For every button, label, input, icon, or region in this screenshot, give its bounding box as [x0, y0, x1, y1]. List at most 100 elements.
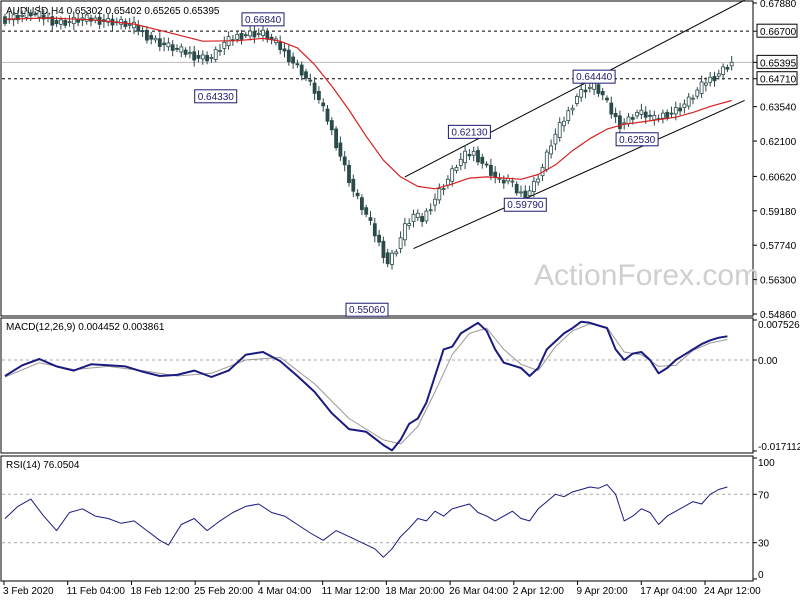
candle-body [575, 96, 579, 104]
candle-body [471, 150, 476, 156]
annotation-box [503, 197, 547, 212]
annotation-label: 0.59790 [507, 200, 544, 211]
candle-body [716, 73, 721, 77]
price-y-tick-label: 0.54860 [760, 310, 797, 321]
macd-header: MACD(12,26,9) 0.004452 0.003861 [6, 322, 165, 333]
candle-body [295, 63, 300, 66]
candle-body [536, 178, 541, 183]
candle-body [424, 210, 429, 222]
candle-body [476, 150, 480, 163]
candle-body [570, 107, 575, 111]
annotation-box [241, 12, 285, 27]
x-tick-label: 11 Mar 12:00 [322, 586, 381, 597]
candle-body [153, 37, 158, 41]
candle-body [441, 188, 446, 190]
candle-body [699, 81, 704, 94]
candle-body [725, 66, 730, 70]
candle-body [433, 198, 437, 206]
candle-body [209, 57, 214, 59]
candle-body [708, 76, 713, 83]
candle-body [334, 128, 339, 149]
moving-average-line [4, 17, 732, 190]
candle-body [222, 41, 227, 49]
candle-body [669, 112, 674, 115]
candle-body [377, 234, 382, 243]
annotation-box [615, 132, 659, 147]
candle-body [308, 79, 313, 82]
candle-body [592, 82, 596, 90]
candle-body [544, 151, 549, 170]
candle-body [605, 97, 609, 101]
candle-body [235, 33, 240, 40]
x-tick-label: 18 Mar 20:00 [385, 586, 444, 597]
candle-body [493, 171, 498, 178]
candle-body [587, 86, 592, 89]
candle-body [84, 14, 89, 22]
candle-body [157, 38, 162, 47]
candle-body [218, 50, 222, 52]
candle-body [282, 48, 287, 52]
x-tick-label: 11 Feb 04:00 [67, 586, 126, 597]
candle-body [596, 84, 601, 94]
price-level-tag [756, 71, 798, 86]
candle-body [566, 110, 571, 121]
candle-body [71, 16, 76, 25]
candle-body [480, 156, 485, 164]
candle-body [67, 21, 72, 24]
candle-body [364, 207, 369, 215]
candle-body [450, 168, 455, 182]
candle-body [613, 113, 618, 118]
candle-body [398, 237, 403, 249]
candle-body [15, 14, 20, 21]
candle-body [63, 20, 68, 26]
candle-body [510, 180, 515, 183]
candle-body [682, 103, 687, 109]
price-annotation-5: 0.64440 [572, 69, 616, 84]
candle-body [338, 142, 343, 157]
annotation-label: 0.64330 [198, 92, 235, 103]
candle-body [562, 120, 566, 127]
candle-body [553, 133, 558, 145]
candle-body [50, 16, 55, 26]
candle-body [248, 30, 253, 37]
price-y-tick-label: 0.67880 [760, 0, 797, 10]
candle-body [402, 223, 407, 241]
rsi-y-tick-label: 0 [758, 570, 764, 581]
price-annotation-4: 0.59790 [503, 197, 547, 212]
candle-body [635, 111, 639, 117]
candle-body [299, 64, 304, 76]
candle-body [514, 183, 519, 194]
watermark: ActionForex.com [534, 259, 759, 292]
candle-body [488, 164, 493, 176]
candle-body [24, 10, 29, 18]
candle-body [54, 20, 59, 25]
x-tick-label: 24 Apr 12:00 [704, 586, 761, 597]
candle-body [149, 35, 154, 40]
channel-lower-line [413, 99, 745, 250]
candle-body [316, 91, 321, 101]
channel-upper-line [404, 0, 745, 178]
candle-body [342, 156, 347, 166]
candle-body [170, 44, 175, 51]
candle-body [691, 97, 695, 100]
axis-layer: 0.67880 0.66700 0.65395 0.64710 0.63540 0.621… [3, 0, 800, 597]
annotation-box [345, 302, 389, 317]
candle-body [643, 111, 648, 118]
candle-body [11, 14, 16, 21]
candle-body [467, 153, 472, 157]
candle-body [166, 42, 171, 48]
candle-body [381, 240, 386, 258]
price-y-tick-label: 0.57740 [760, 241, 797, 252]
price-annotation-1: 0.64330 [194, 89, 238, 104]
rsi-y-tick-label: 100 [758, 458, 775, 469]
candle-body [256, 33, 261, 35]
candle-body [179, 46, 184, 53]
price-y-tick-label: 0.60620 [760, 172, 797, 183]
candle-body [123, 20, 128, 27]
price-layer: 0.66840 0.64330 0.55060 0.62130 0.59790 0.644… [2, 0, 752, 317]
candle-body [325, 108, 330, 122]
candle-body [265, 31, 270, 40]
annotation-box [447, 124, 491, 139]
candle-body [355, 192, 360, 197]
